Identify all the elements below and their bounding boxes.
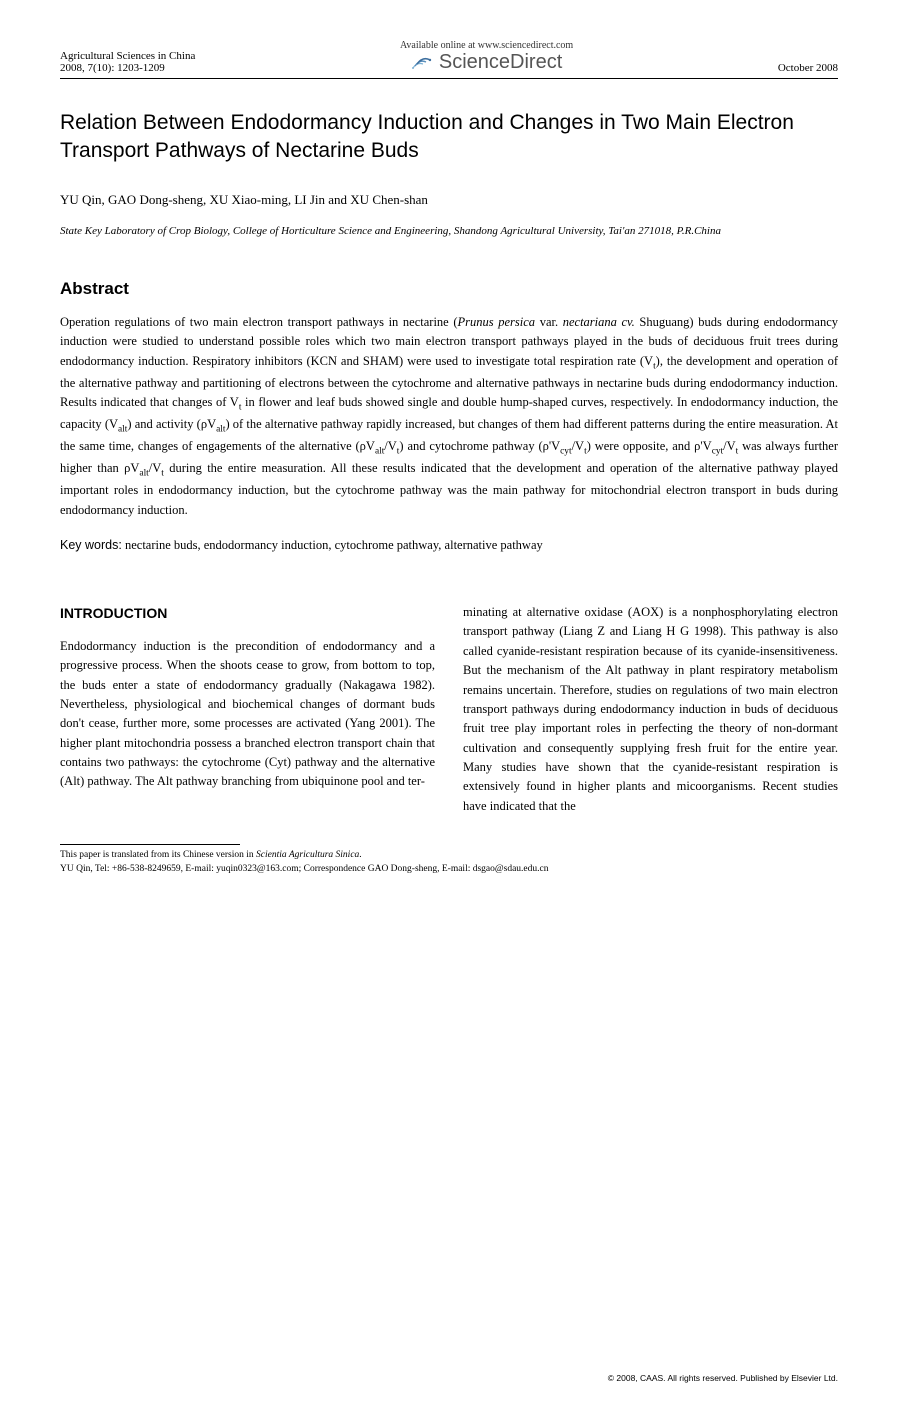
header-center-block: Available online at www.sciencedirect.co… [195,40,777,74]
available-online-text: Available online at www.sciencedirect.co… [195,40,777,51]
introduction-col-right: minating at alternative oxidase (AOX) is… [463,603,838,816]
journal-issue: 2008, 7(10): 1203-1209 [60,62,195,74]
footnote-rule [60,844,240,845]
abstract-heading: Abstract [60,279,838,299]
page-header: Agricultural Sciences in China 2008, 7(1… [60,40,838,74]
header-date: October 2008 [778,62,838,74]
keywords-row: Key words: nectarine buds, endodormancy … [60,538,838,553]
introduction-heading: INTRODUCTION [60,603,435,625]
introduction-col-left: INTRODUCTION Endodormancy induction is t… [60,603,435,816]
introduction-text-left: Endodormancy induction is the preconditi… [60,637,435,792]
header-rule [60,78,838,79]
footnote-correspondence: YU Qin, Tel: +86-538-8249659, E-mail: yu… [60,863,838,876]
sciencedirect-icon [411,54,433,72]
footnote-translation: This paper is translated from its Chines… [60,849,838,862]
abstract-body: Operation regulations of two main electr… [60,313,838,520]
header-journal-block: Agricultural Sciences in China 2008, 7(1… [60,50,195,74]
sciencedirect-text: ScienceDirect [439,51,562,74]
introduction-text-right: minating at alternative oxidase (AOX) is… [463,603,838,816]
article-title: Relation Between Endodormancy Induction … [60,109,838,166]
author-affiliation: State Key Laboratory of Crop Biology, Co… [60,224,838,239]
journal-name: Agricultural Sciences in China [60,50,195,62]
keywords-text: nectarine buds, endodormancy induction, … [122,538,543,552]
copyright-text: © 2008, CAAS. All rights reserved. Publi… [608,1373,838,1383]
introduction-columns: INTRODUCTION Endodormancy induction is t… [60,603,838,816]
author-list: YU Qin, GAO Dong-sheng, XU Xiao-ming, LI… [60,192,838,208]
keywords-label: Key words: [60,538,122,552]
sciencedirect-brand: ScienceDirect [195,51,777,74]
